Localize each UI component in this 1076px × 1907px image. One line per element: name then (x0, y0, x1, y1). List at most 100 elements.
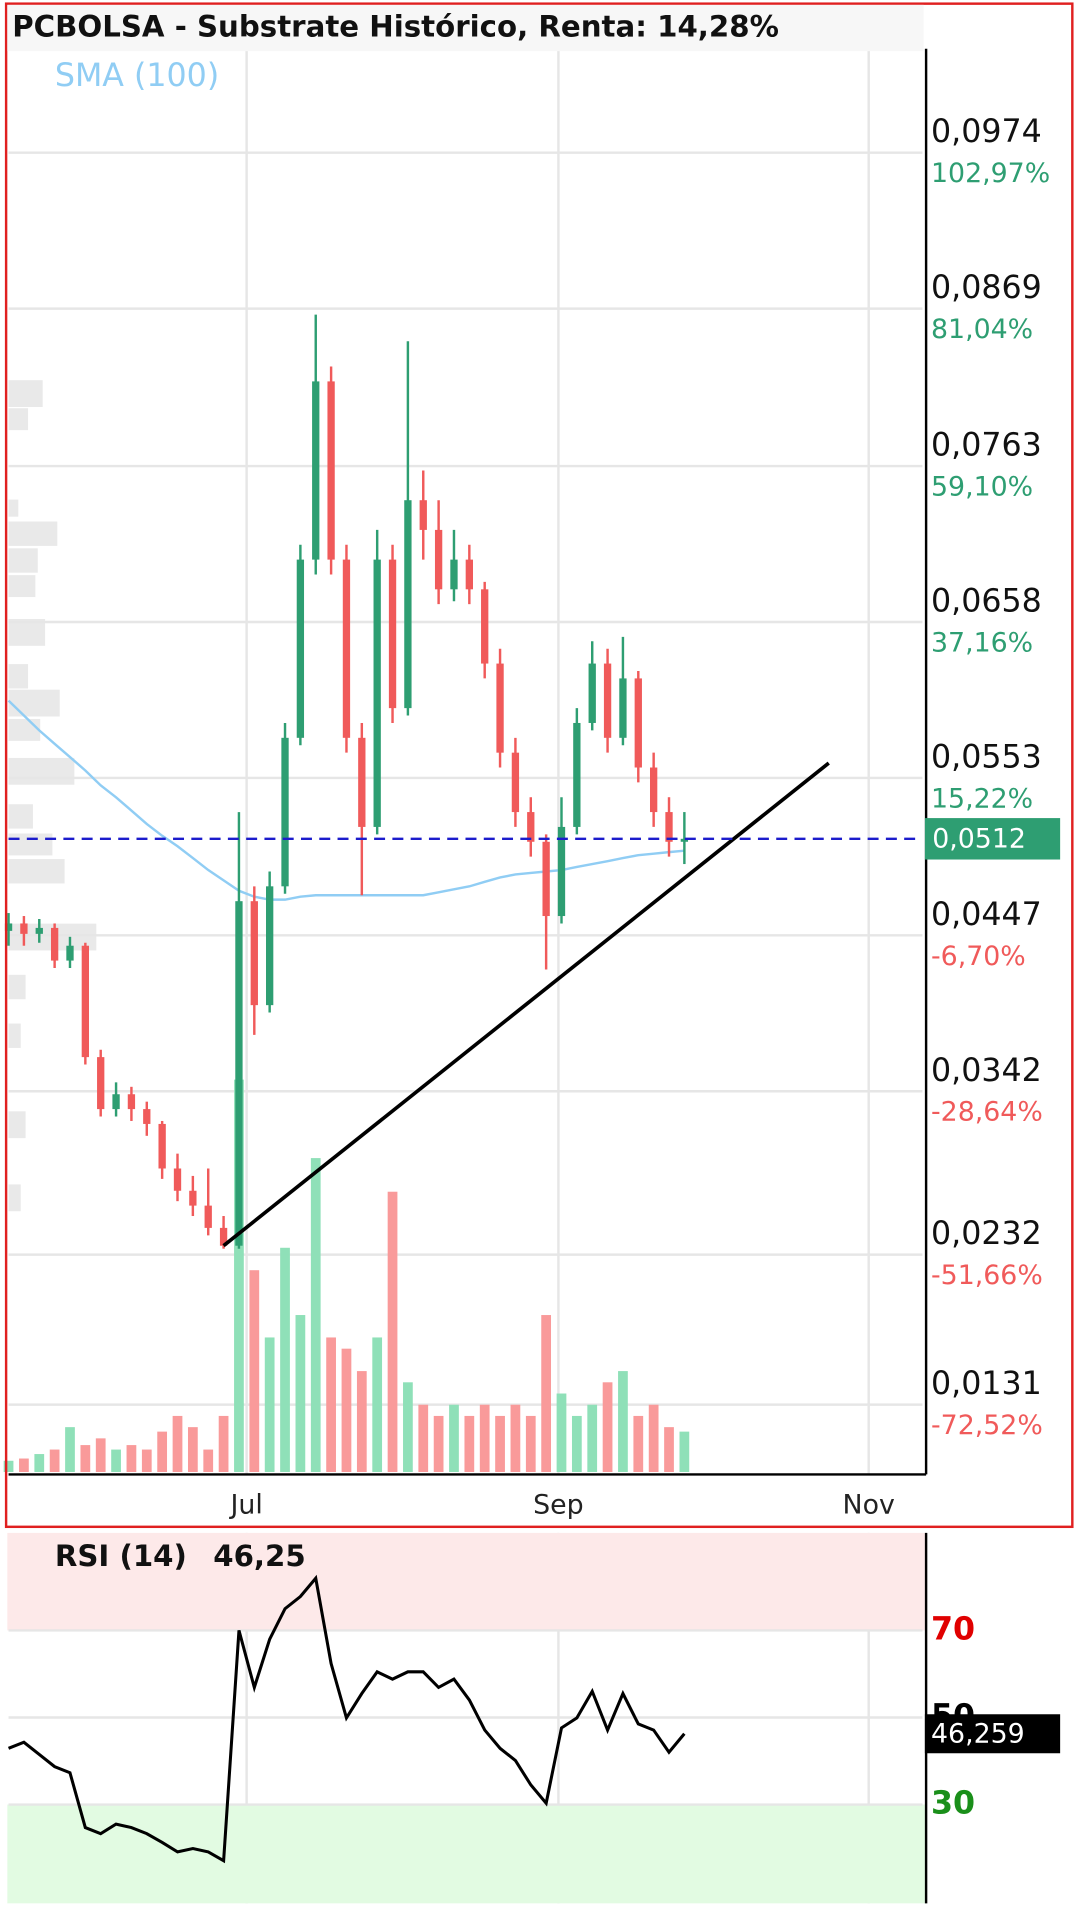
y-tick-pct: 15,22% (931, 783, 1033, 814)
volume-bar (19, 1458, 29, 1472)
volume-bar (648, 1404, 659, 1472)
y-tick-label: 0,0342 (931, 1053, 1042, 1089)
trendline (222, 761, 830, 1248)
volume-bar (203, 1449, 214, 1472)
candle-body (296, 559, 305, 738)
last-price-label: 0,0512 (932, 824, 1026, 855)
candle-body (481, 589, 489, 664)
candle-body (557, 826, 566, 917)
candle-body (465, 559, 473, 590)
candle-body (419, 500, 427, 530)
rsi-value: 46,25 (213, 1539, 305, 1573)
y-tick-label: 0,0131 (931, 1366, 1042, 1402)
volume-bar (49, 1449, 60, 1472)
overbought-zone (7, 1532, 927, 1631)
volume-bar (618, 1371, 628, 1472)
rsi-line (7, 1574, 686, 1864)
y-tick-label: 0,0232 (931, 1216, 1042, 1252)
frame (4, 2, 1074, 1529)
y-tick-pct: 81,04% (931, 314, 1033, 345)
sma-line (7, 699, 685, 901)
volume-bar (341, 1348, 352, 1472)
y-tick-pct: 102,97% (931, 158, 1050, 189)
y-tick-pct: 59,10% (931, 471, 1033, 502)
volume-bar (157, 1431, 168, 1472)
volume-bar (249, 1270, 260, 1472)
volume-bar (3, 1460, 14, 1472)
candle-body (97, 1057, 105, 1110)
volume-bar (310, 1158, 321, 1472)
rsi-tick-label: 70 (931, 1611, 975, 1647)
volume-bar (495, 1415, 505, 1472)
volume-bar (403, 1382, 413, 1472)
y-tick-pct: -72,52% (931, 1410, 1043, 1441)
volume-bar (141, 1449, 152, 1472)
x-tick-label: Nov (843, 1490, 895, 1521)
candle-body (434, 529, 443, 590)
y-tick-label: 0,0763 (931, 428, 1042, 464)
y-tick-pct: 37,16% (931, 627, 1033, 658)
candle-body (665, 812, 673, 842)
volume-bar (433, 1415, 444, 1472)
candle-body (680, 838, 689, 842)
candle-body (4, 923, 13, 931)
candle-body (496, 663, 504, 753)
candle-body (527, 812, 535, 842)
volume-bar (525, 1415, 536, 1472)
legend-sma: SMA (100) (55, 58, 219, 94)
y-tick-pct: -51,66% (931, 1260, 1043, 1291)
candle-body (603, 663, 612, 738)
candle-body (250, 901, 258, 1006)
candle-body (342, 559, 351, 738)
volume-bar (418, 1404, 429, 1472)
volume-bar (571, 1415, 582, 1472)
candle-body (235, 901, 243, 1246)
rsi-last-box (924, 1714, 1061, 1754)
volume-bar (34, 1454, 45, 1472)
volume-bar (679, 1431, 690, 1472)
candle-body (450, 559, 458, 590)
y-tick-label: 0,0658 (931, 583, 1042, 619)
plot: Jul Sep Nov 0,0974 102,97% 0,0869 81,04% 0,0763… (3, 48, 1061, 1904)
y-tick-label: 0,0553 (931, 739, 1042, 775)
volume-bar (295, 1315, 306, 1472)
volume-bar (479, 1404, 490, 1472)
volume-bar (172, 1415, 183, 1472)
y-tick-label: 0,0447 (931, 897, 1042, 933)
candle-body (112, 1094, 120, 1110)
candle-body (649, 767, 658, 813)
candle-body (204, 1205, 212, 1228)
volume-bar (234, 1079, 244, 1472)
y-tick-label: 0,0869 (931, 270, 1042, 306)
volume-bar (95, 1438, 106, 1472)
volume-bar (111, 1449, 121, 1472)
candle-body (50, 927, 59, 961)
candle-body (388, 559, 397, 709)
candle-body (266, 886, 274, 1006)
rsi-title: RSI (14) (55, 1539, 187, 1573)
volume-bar (80, 1445, 91, 1472)
candle-body (588, 663, 596, 723)
candle-body (404, 500, 412, 709)
y-tick-label: 0,0974 (931, 114, 1042, 150)
rsi-last-label: 46,259 (931, 1718, 1025, 1749)
volume-bar (449, 1404, 459, 1472)
volume-bar (602, 1382, 613, 1472)
volume-bar (510, 1404, 521, 1472)
candle-body (542, 841, 550, 917)
volume-bar (264, 1337, 275, 1472)
candle-body (281, 737, 289, 887)
volume-bar (587, 1404, 598, 1472)
volume-bar (464, 1415, 475, 1472)
chart-title: PCBOLSA - Substrate Histórico, Renta: 14… (12, 10, 779, 44)
candle-body (373, 559, 381, 827)
title-bg (7, 4, 924, 52)
candle-body (66, 945, 74, 961)
candle-body (573, 722, 581, 827)
volume-bar (65, 1427, 75, 1472)
candle-body (634, 678, 642, 768)
x-tick-label: Sep (533, 1490, 584, 1521)
candle-body (35, 927, 43, 934)
